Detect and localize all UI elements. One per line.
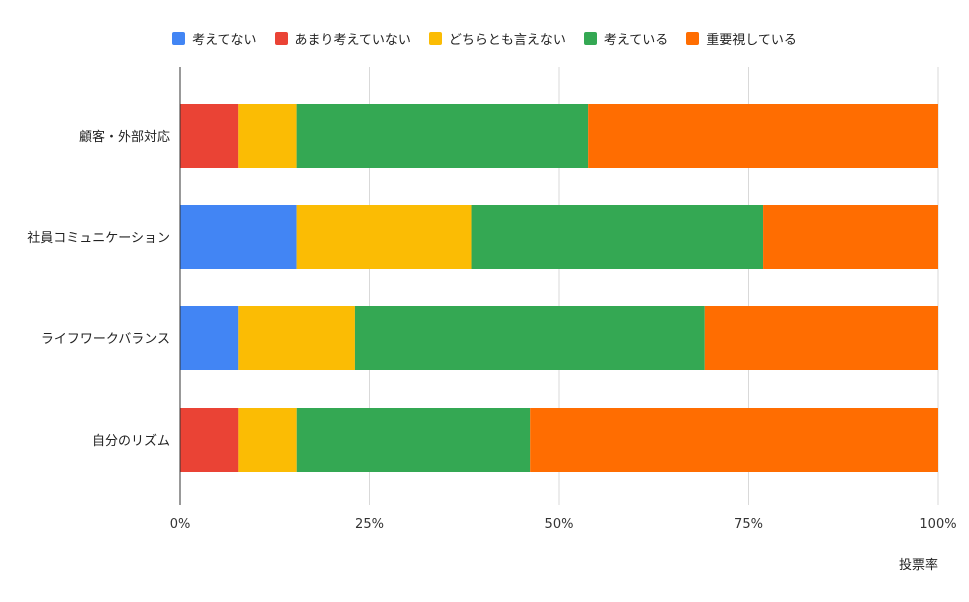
legend-swatch <box>274 31 288 45</box>
bar-segment <box>238 104 297 168</box>
category-label: ライフワークバランス <box>41 332 170 347</box>
legend-item: 重要視している <box>686 29 797 48</box>
legend-item: どちらとも言えない <box>428 29 566 48</box>
legend-item: 考えている <box>583 29 669 48</box>
legend-swatch <box>583 31 597 45</box>
legend-label: どちらとも言えない <box>448 32 566 48</box>
legend-item: 考えてない <box>172 29 257 48</box>
x-tick-label: 100% <box>919 517 956 532</box>
x-tick-label: 50% <box>545 517 574 532</box>
bar-segment <box>588 104 938 168</box>
bar-segment <box>704 306 938 370</box>
x-tick-label: 75% <box>734 517 763 532</box>
bar-segment <box>180 408 239 472</box>
bar-segment <box>471 205 764 269</box>
bar-segment <box>296 205 472 269</box>
bars <box>180 104 938 472</box>
bar-segment <box>296 408 531 472</box>
legend-label: 考えてない <box>192 32 257 48</box>
bar-segment <box>238 408 297 472</box>
category-label: 自分のリズム <box>92 433 170 449</box>
bar-segment <box>763 205 938 269</box>
category-label: 顧客・外部対応 <box>79 129 170 145</box>
bar-segment <box>354 306 705 370</box>
bar-segment <box>180 306 239 370</box>
bar-segment <box>180 104 239 168</box>
x-axis-label: 投票率 <box>899 557 938 573</box>
chart-legend: 考えてない あまり考えていない どちらとも言えない 考えている 重要視している <box>0 26 969 50</box>
legend-swatch <box>172 31 186 45</box>
legend-label: 重要視している <box>706 32 797 48</box>
legend-item: あまり考えていない <box>274 29 411 48</box>
legend-label: あまり考えていない <box>294 32 411 48</box>
legend-swatch <box>686 31 700 45</box>
legend-label: 考えている <box>603 32 669 48</box>
x-tick-label: 0% <box>170 517 191 532</box>
x-tick-label: 25% <box>355 517 384 532</box>
x-tick-labels: 0% 25% 50% 75% 100% <box>170 517 957 532</box>
bar-segment <box>296 104 589 168</box>
bar-segment <box>180 205 297 269</box>
category-label: 社員コミュニケーション <box>27 230 170 246</box>
bar-segment <box>238 306 355 370</box>
legend-swatch <box>428 31 442 45</box>
bar-segment <box>530 408 938 472</box>
